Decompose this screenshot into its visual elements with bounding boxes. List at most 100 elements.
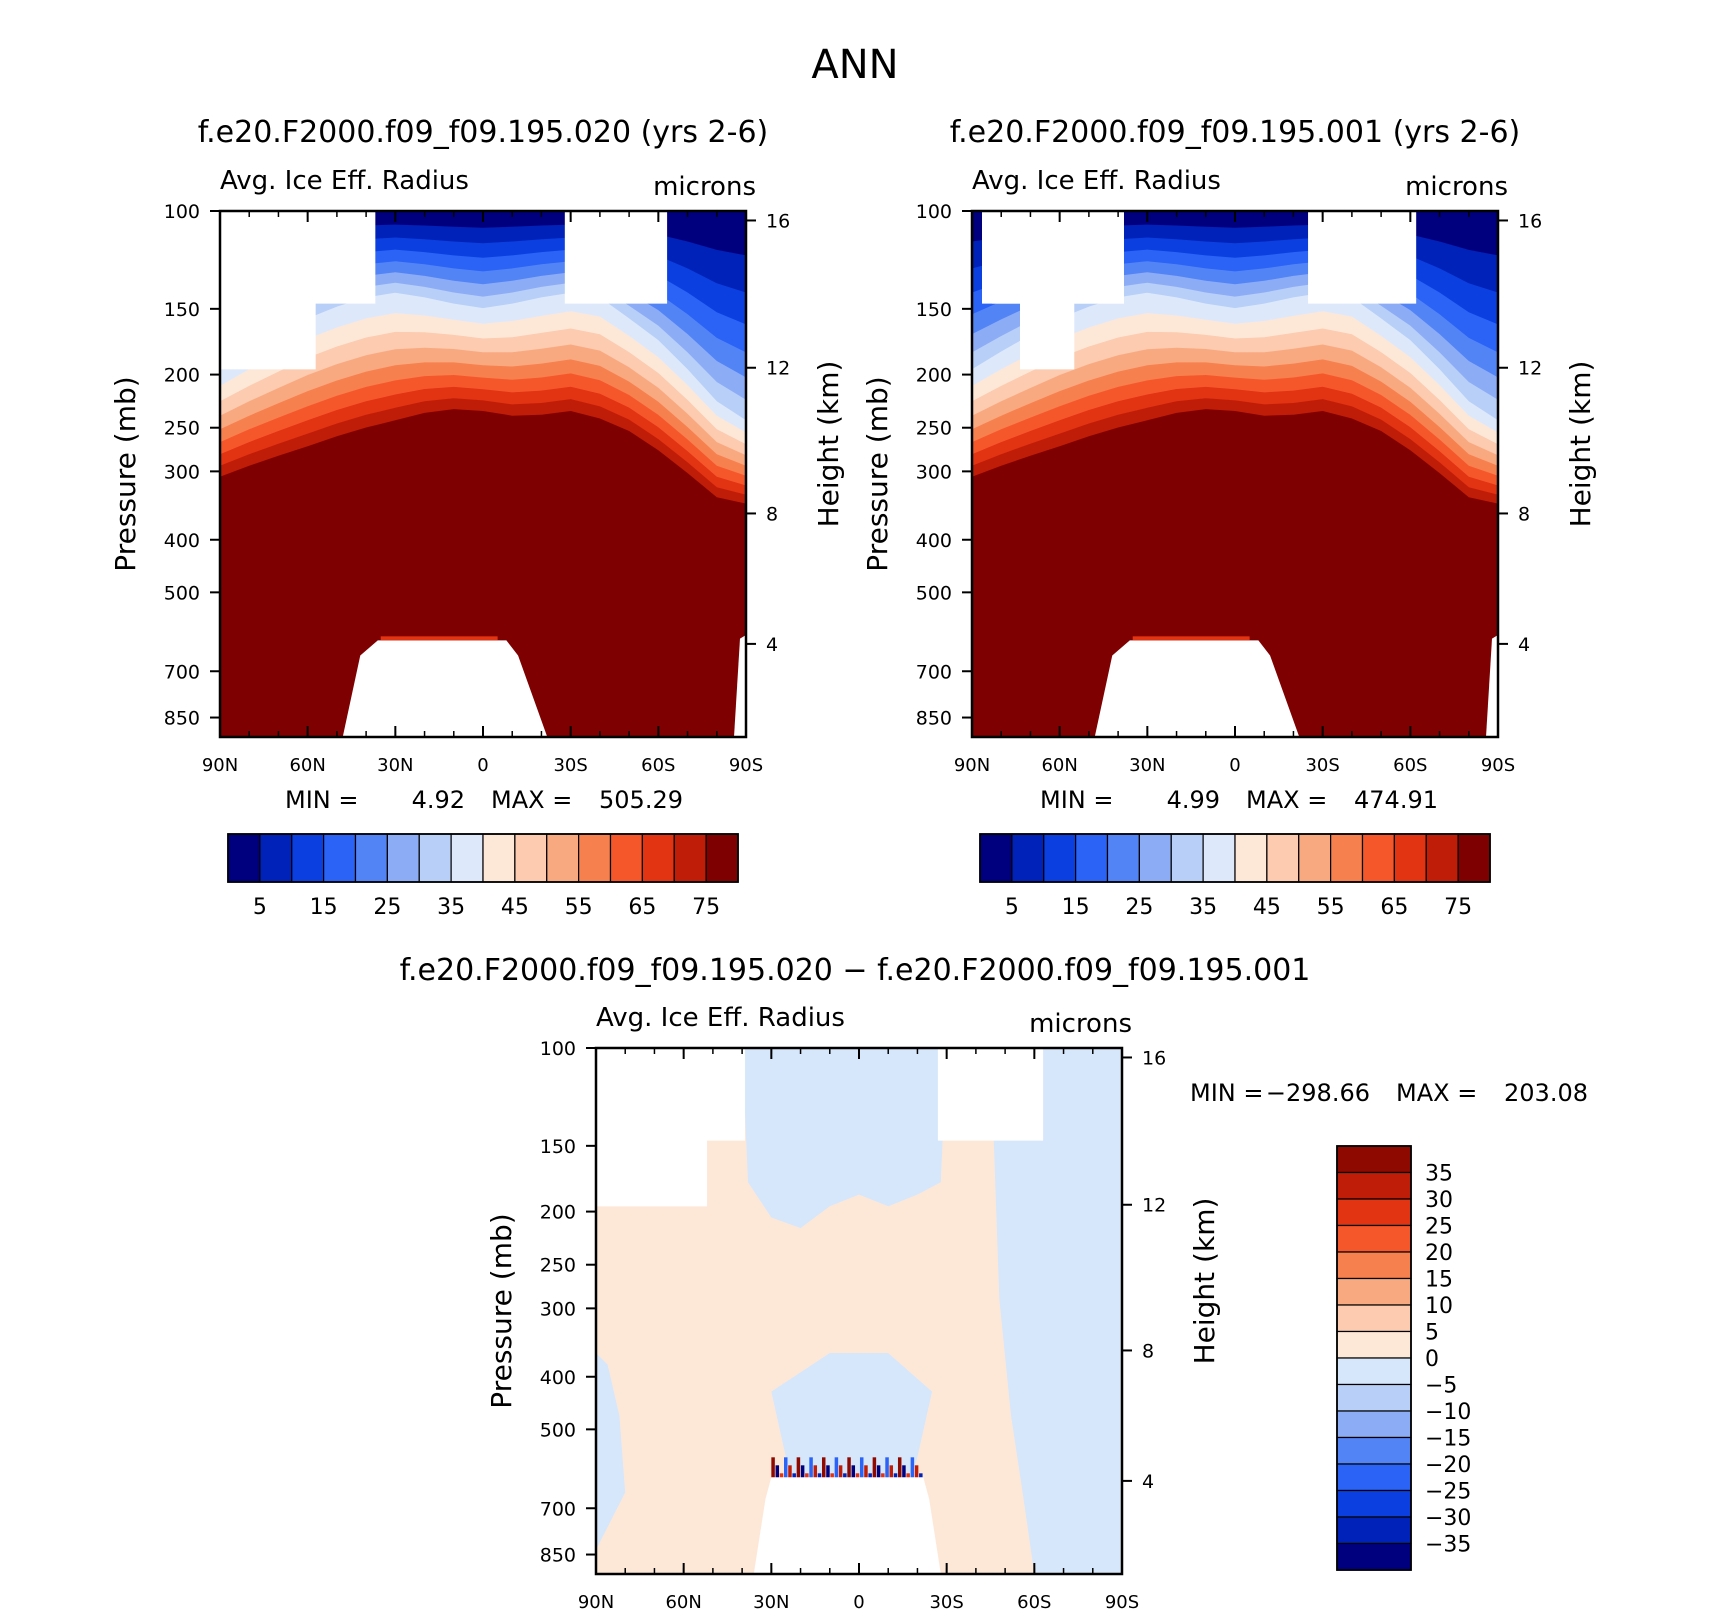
colorbar-swatch xyxy=(259,833,293,883)
diff-noise-strip xyxy=(805,1473,809,1478)
colorbar-label: 30 xyxy=(1425,1188,1453,1213)
colorbar-label: 15 xyxy=(310,895,338,920)
colorbar-swatch xyxy=(1170,833,1204,883)
y-tick-label: 400 xyxy=(916,530,952,552)
colorbar-label: 35 xyxy=(437,895,465,920)
axes-1: 90N 60N 30N 0 30S 60S 90S 100 150 200 250 300 400 500… xyxy=(109,115,845,776)
colorbar-label: −5 xyxy=(1425,1374,1457,1399)
terrain-mask xyxy=(734,635,746,737)
colorbar-label: −20 xyxy=(1425,1453,1471,1478)
y2-axis-label: Height (km) xyxy=(1188,1198,1221,1365)
colorbar-swatch xyxy=(1336,1198,1412,1227)
x-tick-label: 0 xyxy=(853,1592,864,1610)
diff-noise-strip xyxy=(771,1457,775,1478)
colorbar-swatch xyxy=(1330,833,1364,883)
min-label: MIN = xyxy=(1190,1079,1263,1107)
y2-tick-label: 16 xyxy=(1142,1047,1166,1069)
colorbar-swatch xyxy=(1336,1463,1412,1492)
max-label: MAX = xyxy=(1246,786,1327,814)
colorbar-swatch xyxy=(1393,833,1427,883)
right-string: microns xyxy=(1029,1009,1132,1039)
y-tick-label: 500 xyxy=(916,582,952,604)
y-tick-label: 700 xyxy=(540,1498,576,1520)
diff-noise-strip xyxy=(809,1457,813,1478)
colorbar-label: 55 xyxy=(565,895,593,920)
diff-noise-strip xyxy=(813,1465,818,1478)
stats-3: MIN = −298.66 MAX = 203.08 xyxy=(1190,1079,1588,1107)
colorbar-frame xyxy=(979,833,1491,883)
y2-tick-label: 4 xyxy=(1518,634,1530,656)
x-tick-label: 0 xyxy=(477,755,488,776)
diff-noise-strip xyxy=(868,1473,872,1478)
diff-noise-strip xyxy=(881,1473,885,1478)
y2-axis-label: Height (km) xyxy=(1564,361,1597,528)
diff-noise-strip xyxy=(885,1457,889,1478)
colorbar-label: 0 xyxy=(1425,1347,1439,1372)
stats-1: MIN = 4.92 MAX = 505.29 xyxy=(285,786,683,814)
x-tick-label: 90S xyxy=(1481,755,1515,776)
y-tick-label: 200 xyxy=(916,365,952,387)
colorbar-swatch xyxy=(1011,833,1045,883)
y-tick-label: 200 xyxy=(164,365,200,387)
right-string: microns xyxy=(1405,172,1508,202)
y2-tick-label: 8 xyxy=(766,503,778,525)
y-tick-label: 250 xyxy=(164,418,200,440)
missing-block xyxy=(564,211,668,304)
colorbar-swatch xyxy=(227,833,261,883)
y2-tick-label: 12 xyxy=(1518,358,1542,380)
colorbar-swatch xyxy=(1336,1516,1412,1545)
x-tick-label: 30N xyxy=(753,1592,789,1610)
colorbar-swatch xyxy=(1457,833,1491,883)
colorbar-swatch xyxy=(1425,833,1459,883)
diff-noise-strip xyxy=(851,1465,856,1478)
colorbar-label: 45 xyxy=(1253,895,1281,920)
missing-block xyxy=(937,1048,1044,1141)
colorbar-swatch xyxy=(705,833,739,883)
colorbar-swatch xyxy=(482,833,516,883)
colorbar-1: 5 15 25 35 45 55 65 75 xyxy=(227,833,739,920)
diff-noise-strip xyxy=(830,1473,834,1478)
colorbar-swatch xyxy=(1266,833,1300,883)
colorbar-label: −35 xyxy=(1425,1533,1471,1558)
panel-title: f.e20.F2000.f09_f09.195.020 (yrs 2-6) xyxy=(198,115,768,150)
colorbar-swatch xyxy=(1336,1277,1412,1306)
missing-block xyxy=(220,302,316,370)
axes-3: 90N 60N 30N 0 30S 60S 90S 100 150 200 250 300 400 500… xyxy=(400,953,1311,1610)
y-tick-label: 400 xyxy=(540,1367,576,1389)
colorbar-swatch xyxy=(673,833,707,883)
colorbar-label: 10 xyxy=(1425,1294,1453,1319)
missing-block xyxy=(992,211,1124,304)
colorbar-swatch xyxy=(1336,1304,1412,1333)
colorbar-swatch xyxy=(546,833,580,883)
colorbar-swatch xyxy=(1336,1224,1412,1253)
stats-2: MIN = 4.99 MAX = 474.91 xyxy=(1040,786,1438,814)
max-label: MAX = xyxy=(1396,1079,1477,1107)
diff-noise-strip xyxy=(821,1457,826,1478)
diff-noise-strip xyxy=(897,1457,902,1478)
y-tick-label: 250 xyxy=(540,1255,576,1277)
colorbar-label: 5 xyxy=(1425,1321,1439,1346)
diff-noise-strip xyxy=(876,1465,881,1478)
colorbar-swatch xyxy=(1138,833,1172,883)
y-tick-label: 700 xyxy=(164,661,200,683)
min-value: 4.99 xyxy=(1167,786,1220,814)
min-value: −298.66 xyxy=(1266,1079,1370,1107)
colorbar-label: −25 xyxy=(1425,1480,1471,1505)
colorbar-swatch xyxy=(1336,1410,1412,1439)
max-label: MAX = xyxy=(491,786,572,814)
colorbar-2: 5 15 25 35 45 55 65 75 xyxy=(979,833,1491,920)
y-tick-label: 850 xyxy=(164,708,200,730)
right-string: microns xyxy=(653,172,756,202)
colorbar-swatch xyxy=(1336,1357,1412,1386)
x-tick-label: 30N xyxy=(377,755,413,776)
x-tick-label: 60N xyxy=(1041,755,1077,776)
colorbar-label: 15 xyxy=(1425,1268,1453,1293)
colorbar-swatch xyxy=(641,833,675,883)
colorbar-swatch xyxy=(291,833,325,883)
terrain-mask xyxy=(753,1477,941,1574)
diff-noise-strip xyxy=(826,1465,830,1478)
diff-negative-region xyxy=(596,1353,626,1550)
y-tick-label: 850 xyxy=(540,1545,576,1567)
y-tick-label: 500 xyxy=(164,582,200,604)
